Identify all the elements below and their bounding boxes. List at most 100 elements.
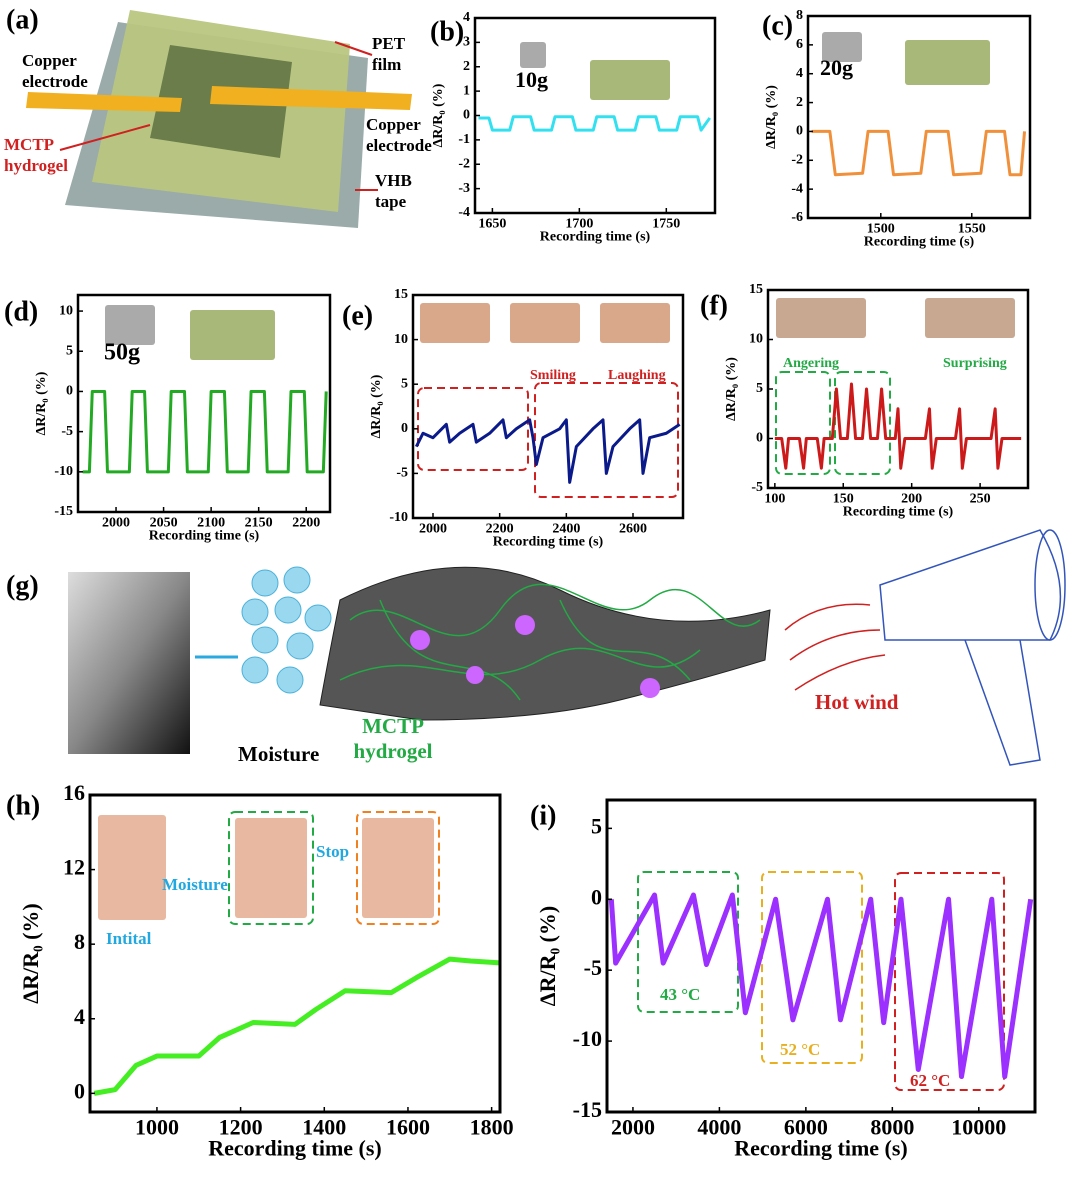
illustration-label: Copper [366,115,421,134]
x-tick-label: 1800 [470,1115,514,1140]
y-tick-label: 5 [66,343,73,358]
panel-letter: (i) [530,800,556,831]
illustration-label: electrode [366,136,432,155]
plot-frame [411,293,685,520]
x-tick-label: 250 [970,491,991,506]
x-tick-label: 1500 [867,221,895,236]
inset-image [520,42,546,68]
y-tick-label: 15 [394,287,408,302]
y-tick-label: -5 [61,424,73,439]
y-axis-label: ΔR/R₀ (%) [724,357,739,421]
highlight-box [894,872,1005,1091]
y-tick-label: 5 [756,381,763,396]
x-axis-label: Recording time (s) [540,230,651,245]
y-tick-label: -5 [751,480,763,495]
highlight-box [775,371,831,475]
inset-image [105,305,155,345]
annotation: Surprising [943,356,1007,371]
x-tick-label: 2400 [552,521,580,536]
x-tick-label: 2050 [150,515,178,530]
illustration-label: MCTP [362,714,424,738]
x-tick-label: 2000 [419,521,447,536]
y-tick-label: 8 [796,8,803,23]
annotation: 50g [104,340,140,366]
annotation: Smiling [530,368,576,383]
copper-right [210,86,412,110]
annotation: Stop [316,842,349,861]
x-tick-label: 1700 [565,216,593,231]
y-tick-label: 0 [591,884,602,909]
y-axis-label: ΔR/R₀ (%) [369,374,384,438]
sparks [410,615,660,698]
y-tick-label: 4 [796,66,803,81]
inset-image [190,310,275,360]
x-tick-label: 2600 [619,521,647,536]
y-tick-label: 0 [401,421,408,436]
plot-frame [88,793,502,1114]
x-axis-label: Recording time (s) [864,235,975,250]
x-tick-label: 1200 [219,1115,263,1140]
data-line [608,892,1034,1080]
inset-image [905,40,990,85]
illustration-label: film [372,55,401,74]
copper-left [26,92,182,112]
y-tick-label: 12 [63,855,85,880]
y-tick-label: 0 [756,431,763,446]
y-tick-label: 10 [749,332,763,347]
y-tick-label: 4 [74,1004,85,1029]
x-axis-label: Recording time (s) [208,1136,382,1161]
annotation: Intital [106,929,152,948]
y-tick-label: -10 [389,510,408,525]
data-line [811,129,1027,177]
illustration-label: Copper [22,51,77,70]
panel-letter: (d) [4,296,38,327]
panel-letter: (f) [700,290,728,321]
y-tick-label: -4 [458,205,470,220]
illustration-label: MCTP [4,135,54,154]
panel-letter: (h) [6,790,40,821]
y-tick-label: -15 [54,504,73,519]
panel-letter: (a) [6,4,39,35]
y-tick-label: -4 [791,181,803,196]
x-tick-label: 2200 [292,515,320,530]
plot-frame [806,14,1032,220]
chart [105,305,275,360]
wind [784,603,886,691]
x-tick-label: 2150 [245,515,273,530]
x-tick-label: 2100 [197,515,225,530]
annotation: 20g [820,55,853,80]
illustration-label: PET [372,34,406,53]
y-tick-label: 0 [74,1078,85,1103]
illustration-label: tape [375,192,407,211]
inset-image [600,303,670,343]
x-axis-label: Recording time (s) [493,535,604,550]
x-axis-label: Recording time (s) [149,529,260,544]
smoke-photo [68,572,190,754]
y-tick-label: 15 [749,282,763,297]
y-tick-label: 10 [59,303,73,318]
data-line [414,418,681,484]
y-tick-label: -2 [458,156,470,171]
arrow [334,41,373,56]
annotation: Laughing [608,368,666,383]
data-line [93,956,501,1096]
highlight-box [761,871,863,1064]
y-tick-label: -10 [573,1026,602,1051]
x-tick-label: 1550 [958,221,986,236]
x-tick-label: 1750 [652,216,680,231]
y-tick-label: -5 [584,955,602,980]
annotation: Angering [783,356,839,371]
chart [417,303,679,498]
y-tick-label: 1 [463,83,470,98]
x-axis-label: Recording time (s) [734,1136,908,1161]
illustration-label: VHB [375,171,412,190]
y-tick-label: -1 [458,132,470,147]
y-tick-label: 2 [463,59,470,74]
illustration-label: Moisture [238,742,319,766]
y-tick-label: 5 [401,376,408,391]
highlight-box [228,811,314,925]
inset-image [925,298,1015,338]
y-tick-label: 2 [796,95,803,110]
illustration-label: Hot wind [815,690,899,714]
